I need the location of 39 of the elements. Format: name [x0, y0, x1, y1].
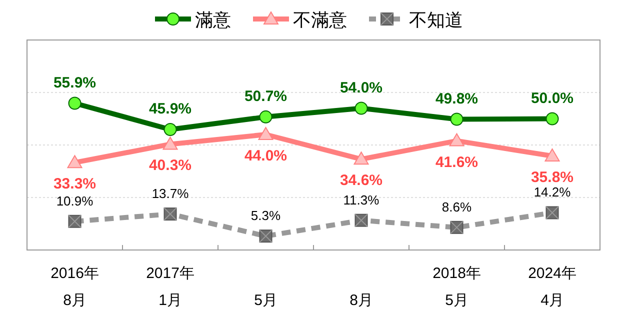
data-label: 41.6%: [435, 154, 478, 171]
point: [546, 112, 559, 126]
point: [354, 152, 369, 165]
point: [354, 102, 368, 115]
data-label: 8.6%: [442, 199, 472, 214]
data-label: 50.0%: [530, 90, 574, 107]
point: [68, 96, 82, 110]
data-label: 10.9%: [56, 193, 94, 208]
point: [259, 110, 272, 124]
data-label: 13.7%: [152, 186, 190, 202]
data-label: 34.6%: [340, 172, 383, 190]
point: [67, 155, 82, 168]
x-tick-label: 2024年 4月: [528, 265, 576, 309]
data-label: 5.3%: [250, 208, 281, 224]
data-label: 14.2%: [534, 184, 572, 200]
data-label: 44.0%: [244, 148, 288, 164]
data-label: 40.3%: [148, 157, 192, 174]
legend-label: 不知道: [409, 10, 463, 30]
point: [164, 123, 177, 136]
legend-label: 不滿意: [293, 10, 347, 30]
point: [450, 112, 464, 126]
data-label: 45.9%: [148, 100, 192, 118]
data-label: 33.3%: [53, 176, 96, 193]
data-label: 49.8%: [435, 90, 478, 108]
x-tick-label: 5月: [254, 292, 278, 309]
data-label: 55.9%: [53, 74, 96, 92]
x-tick-label: 2016年 8月: [50, 265, 99, 309]
point: [544, 148, 560, 162]
point: [162, 136, 178, 150]
point: [449, 133, 464, 146]
point: [258, 127, 274, 140]
legend-label: 滿意: [195, 10, 231, 30]
x-tick-label: 8月: [350, 292, 373, 309]
data-label: 35.8%: [530, 169, 574, 186]
data-label: 50.7%: [244, 88, 288, 105]
x-tick-label: 2018年 5月: [432, 265, 481, 309]
x-tick-label: 2017年 1月: [146, 265, 194, 309]
data-label: 11.3%: [343, 192, 380, 208]
data-label: 54.0%: [340, 79, 383, 96]
